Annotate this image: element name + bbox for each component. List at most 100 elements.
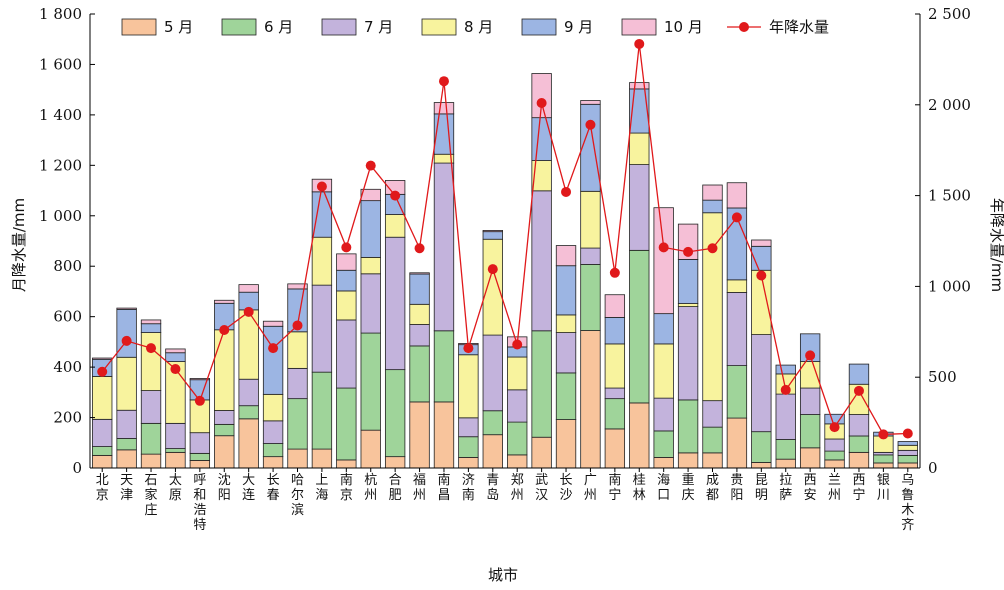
bar-segment-9m-7 [262,325,284,395]
bar-segment-8m-26 [726,279,748,293]
bar-segment-5m-19 [555,419,577,469]
annual-point-23 [658,242,669,253]
bar-segment-8m-6 [238,309,259,380]
bar-segment-6m-10 [336,387,357,461]
bar-segment-10m-6 [238,284,259,293]
bar-segment-7m-22 [629,164,650,251]
bar-segment-5m-22 [629,402,650,469]
bar-segment-10m-4 [189,378,211,381]
bar-segment-10m-0 [92,357,113,360]
category-label-23: 海口 [657,473,670,503]
bar-segment-6m-3 [165,448,186,453]
category-label-21: 南宁 [608,472,621,503]
bar-segment-8m-12 [384,214,406,238]
bar-segment-10m-20 [580,100,601,105]
annual-point-13 [414,243,425,254]
axes-layer: 0 200 400 600 800 1 000 1 200 1 400 1 600 1 800 0 5… [39,5,971,533]
annual-point-0 [97,366,108,377]
bar-segment-6m-24 [677,399,699,454]
bar-segment-7m-8 [287,367,308,400]
annual-point-9 [316,181,327,192]
category-label-6: 大连 [242,473,255,503]
legend-swatch-5 [621,18,657,36]
bar-segment-7m-26 [726,292,748,366]
bar-segment-10m-11 [360,188,381,202]
bar-segment-6m-15 [458,436,479,458]
bar-segment-7m-13 [409,324,430,347]
bar-segment-9m-33 [897,441,918,446]
bar-segment-8m-19 [555,314,577,333]
bar-segment-9m-9 [311,191,333,238]
bar-segment-7m-20 [580,247,601,265]
bar-segment-5m-15 [458,457,479,469]
bar-segment-7m-19 [555,332,577,374]
bar-segment-5m-9 [311,448,333,469]
bar-segment-7m-5 [214,410,235,425]
bar-segment-10m-25 [702,184,723,201]
bar-segment-10m-21 [604,294,626,318]
bar-segment-6m-26 [726,365,748,419]
annual-point-5 [219,324,230,335]
bar-segment-6m-30 [824,450,845,461]
annual-point-10 [341,242,352,253]
bar-segment-6m-27 [751,431,772,463]
bar-segment-7m-25 [702,400,723,428]
annual-point-25 [707,243,718,254]
legend-label-4: 9 月 [564,18,593,36]
bar-segment-10m-23 [653,207,674,315]
x-axis-title: 城市 [488,566,518,584]
bar-segment-7m-12 [384,236,406,371]
annual-point-24 [683,246,694,257]
category-label-5: 沈阳 [218,473,231,503]
bar-segment-5m-18 [531,436,552,469]
bar-segment-5m-11 [360,429,381,469]
bar-segment-5m-1 [116,449,137,469]
bar-segment-7m-9 [311,284,333,373]
right-tick-label: 2 000 [928,96,971,114]
bar-segment-9m-14 [433,113,455,155]
bar-segment-10m-16 [482,230,503,233]
category-label-28: 拉萨 [779,473,792,503]
bar-segment-9m-21 [604,317,626,345]
left-tick-label: 1 000 [39,207,82,225]
category-label-0: 北京 [96,473,109,503]
bar-segment-5m-30 [824,459,845,469]
legend-dot-swatch [739,22,749,32]
annual-point-18 [536,97,547,108]
bar-segment-7m-3 [165,422,186,449]
bar-segment-6m-6 [238,405,259,420]
right-tick-label: 2 500 [928,5,971,23]
bar-segment-9m-23 [653,313,674,345]
category-label-13: 福州 [413,473,426,503]
category-label-2: 石家庄 [145,473,158,518]
bar-segment-6m-8 [287,398,308,450]
bar-segment-9m-10 [336,269,357,292]
bar-segment-5m-31 [848,451,870,469]
bar-segment-8m-23 [653,343,674,399]
bar-segment-7m-0 [92,418,113,447]
category-label-26: 贵阳 [730,473,743,503]
annual-point-27 [756,270,767,281]
bar-segment-10m-13 [409,272,430,275]
bar-segment-8m-22 [629,132,650,165]
right-tick-label: 1 000 [928,277,971,295]
annual-point-19 [561,186,572,197]
bar-segment-8m-25 [702,212,723,402]
bar-segment-8m-17 [507,356,528,391]
bar-segment-10m-1 [116,307,137,310]
bar-segment-8m-13 [409,303,430,325]
bar-segment-10m-19 [555,245,577,267]
bar-segment-7m-21 [604,387,626,400]
annual-point-20 [585,119,596,130]
annual-point-30 [829,422,840,433]
bar-segment-9m-24 [677,259,699,304]
bar-segment-8m-15 [458,354,479,419]
bar-segment-9m-28 [775,364,796,375]
bar-segment-8m-0 [92,376,113,420]
bar-segment-7m-18 [531,190,552,332]
legend-label-2: 7 月 [364,18,393,36]
annual-point-14 [438,76,449,87]
legend-swatch-0 [121,18,157,36]
